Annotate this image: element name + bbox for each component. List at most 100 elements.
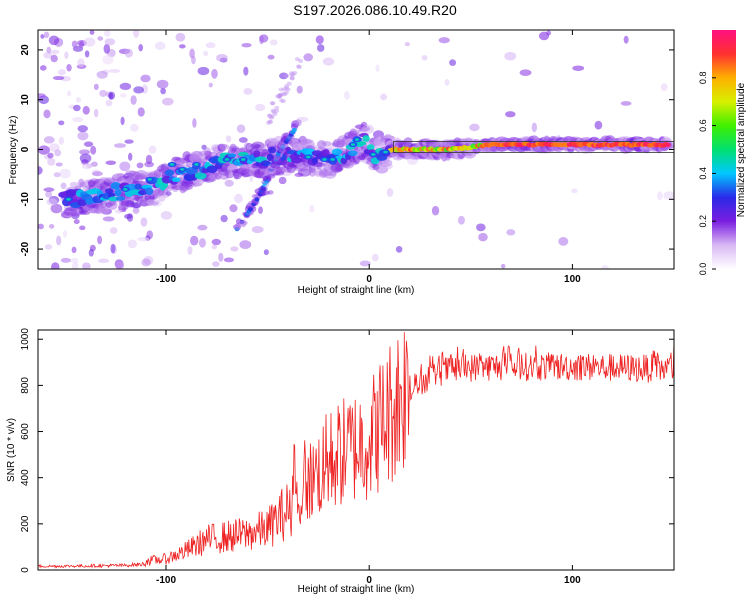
spectrogram-blob [266, 153, 274, 162]
spectrogram-blob [77, 58, 85, 68]
spectrogram-blob [308, 167, 316, 177]
spectrogram-blob [46, 46, 52, 54]
spectrogram-blob [127, 152, 133, 161]
spectrogram-blob [296, 64, 302, 69]
spectrogram-blob [83, 141, 94, 147]
colorbar: 0.0 0.2 0.4 0.6 0.8 Normalized spectral ampl… [698, 30, 747, 275]
spectrogram-blob [102, 216, 115, 222]
y-tick-label: 600 [20, 423, 31, 440]
spectrogram-blob [205, 42, 216, 49]
spectrogram-blob [38, 223, 44, 230]
spectrogram-blob [519, 69, 532, 76]
spectrogram-blob [274, 105, 280, 110]
spectrogram-blob [47, 152, 54, 159]
spectrogram-blob [531, 122, 537, 133]
spectrogram-blob [281, 171, 292, 177]
spectrogram-blob [137, 236, 150, 242]
spectrogram-blob [306, 155, 311, 159]
spectrogram-blob [77, 198, 88, 207]
spectrogram-blob [225, 135, 232, 143]
spectrogram-blob [115, 196, 125, 201]
spectrogram-blob [334, 166, 343, 172]
spectrogram-blob [66, 64, 72, 72]
spectrogram-blob [404, 42, 411, 47]
spectrogram-blob [97, 235, 103, 245]
spectrogram-blob [220, 214, 228, 223]
spectrogram-blob [273, 155, 281, 161]
colorbar-ticks: 0.0 0.2 0.4 0.6 0.8 [698, 72, 716, 275]
snr-y-axis: 0 200 400 600 800 1000 [20, 328, 674, 573]
spectrogram-blob [66, 90, 72, 97]
spectrogram-blob [124, 139, 134, 144]
spectrogram-blob [322, 148, 330, 156]
spectrogram-blob [663, 191, 674, 200]
spectrogram-blob [92, 171, 103, 177]
spectrogram-blob [114, 188, 122, 197]
spectrogram-blob [71, 40, 78, 48]
spectrogram-blob [71, 210, 81, 217]
spectrogram-blob [259, 35, 264, 45]
spectrogram-blob [120, 116, 125, 126]
spectrogram-blob [267, 119, 273, 124]
spectrogram-blob [51, 262, 60, 269]
spectrogram-blob [53, 172, 61, 178]
spectrogram-blob [224, 158, 230, 161]
spectrogram-blob [55, 162, 63, 167]
spectrogram-blob [84, 50, 90, 58]
spectrogram-blob [546, 30, 552, 36]
spectrogram-blob [197, 224, 208, 231]
spectrogram-blob [179, 44, 186, 49]
spectrogram-blob [66, 197, 71, 201]
spectrogram-blob [664, 142, 671, 148]
spectrogram-blob [361, 124, 374, 135]
spectrogram-blob [50, 203, 63, 214]
spectrogram-blob [72, 117, 84, 123]
y-tick-label: 0 [20, 146, 31, 152]
spectrogram-blob [127, 239, 138, 249]
spectrogram-blob [103, 30, 111, 37]
spectrogram-blob [161, 97, 174, 106]
spectrogram-blob [206, 165, 218, 173]
spectrogram-blob [136, 162, 144, 169]
spectrogram-blob [164, 169, 175, 177]
spectrogram-blob [134, 183, 142, 190]
spectrogram-blob [89, 30, 95, 35]
spectrogram-blob [311, 157, 318, 164]
spectrogram-blob [118, 205, 129, 211]
spectrogram-blob [506, 229, 516, 236]
spectrogram-blob [56, 235, 62, 246]
spectrogram-blob [380, 93, 388, 101]
spectrogram-blob [371, 253, 379, 262]
spectrogram-blob [279, 98, 285, 103]
y-tick-label: 1000 [20, 328, 31, 351]
spectrogram-blob [43, 31, 50, 39]
spectrogram-blob [271, 109, 277, 114]
colorbar-label: Normalized spectral amplitude [736, 82, 747, 217]
spectrogram-blob [571, 188, 578, 194]
spectrogram-blob [230, 246, 239, 252]
y-tick-label: -20 [20, 241, 31, 256]
spectrogram-blob [44, 244, 53, 250]
spectrogram-blob [278, 176, 287, 185]
spectrogram-blob [289, 76, 295, 81]
spectrogram-blob [119, 93, 127, 98]
spectrogram-y-label: Frequency (Hz) [8, 116, 19, 185]
spectrogram-blob [160, 210, 173, 220]
spectrogram-blob [71, 246, 77, 254]
y-tick-label: 200 [20, 515, 31, 532]
spectrogram-blob [108, 91, 116, 100]
spectrogram-blob [362, 135, 370, 142]
spectrogram-blob [171, 177, 181, 183]
spectrogram-blob [105, 160, 117, 165]
spectrogram-blob [39, 65, 47, 71]
spectrogram-blob [267, 173, 276, 179]
spectrogram-blob [378, 158, 393, 167]
spectrogram-blob [90, 145, 97, 155]
spectrogram-blob [258, 206, 263, 214]
spectrogram-blob [558, 236, 569, 246]
spectrogram-blob [315, 35, 324, 45]
y-tick-label: -10 [20, 192, 31, 207]
spectrogram-blob [146, 230, 154, 240]
spectrogram-blob [52, 75, 65, 81]
colorbar-tick-label: 0.4 [698, 167, 708, 180]
